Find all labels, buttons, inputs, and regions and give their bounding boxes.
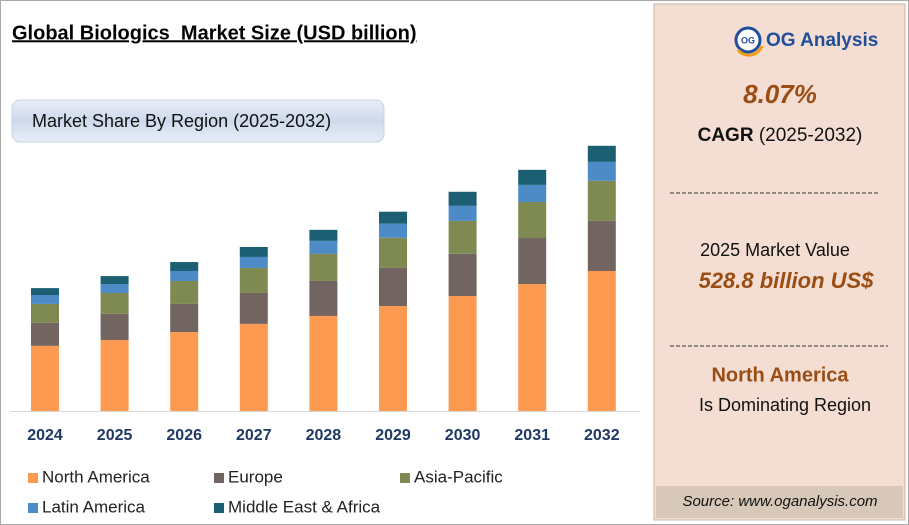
bar-segment [448,205,477,221]
bar-segment [309,315,338,411]
bar-segment [31,322,59,346]
bar-segment [379,211,407,224]
bar-segment [309,280,338,316]
bar-segment [239,256,268,268]
bar-segment [100,313,129,340]
bar-segment [518,284,547,411]
legend-label: Asia-Pacific [414,467,503,486]
bar-segment [100,339,129,411]
bar-segment [31,295,59,304]
bar-segment [379,305,407,411]
logo-circle [734,26,762,54]
bar-segment [100,292,129,314]
logo-text: OG Analysis [766,30,878,51]
legend-label: Europe [228,467,283,486]
bar-segment [448,191,477,206]
bar-segment [170,262,199,271]
x-tick-label: 2025 [97,427,133,444]
bar-segment [379,267,407,306]
x-tick-label: 2028 [306,427,342,444]
cagr-period: (2025-2032) [759,125,863,146]
bar-segment [448,253,477,297]
bar-segment [31,345,59,411]
x-tick-label: 2029 [375,427,411,444]
bar-segment [170,332,199,411]
bar-segment [239,267,268,293]
bar-segment [239,246,268,257]
x-tick-label: 2032 [584,427,620,444]
bar-segment [518,169,547,185]
bar-segment [518,202,547,239]
bar-segment [379,223,407,238]
dominating-label: Is Dominating Region [699,395,871,415]
legend-label: Middle East & Africa [228,497,381,516]
x-tick-label: 2030 [445,427,481,444]
bar-segment [170,303,199,333]
legend-label: North America [42,467,150,486]
bar-segment [309,229,338,241]
bar-segment [31,303,59,323]
bar-segment [587,161,616,181]
cagr-text: CAGR (2025-2032) [698,125,863,146]
x-tick-label: 2024 [27,427,63,444]
legend-swatch [28,473,38,483]
legend-swatch [28,503,38,513]
bar-segment [309,240,338,254]
x-tick-label: 2027 [236,427,272,444]
source-band [656,486,903,518]
market-value-label: 2025 Market Value [700,240,850,260]
bar-segment [587,180,616,221]
bar-segment [239,323,268,411]
source: Source: www.oganalysis.com [682,493,877,510]
legend-swatch [400,473,410,483]
bar-segment [239,292,268,324]
side-panel [653,3,906,521]
bar-segment [587,220,616,271]
x-tick-label: 2026 [166,427,202,444]
bar-segment [518,238,547,285]
bar-segment [170,280,199,304]
logo-arc [736,45,764,57]
bar-segment [379,237,407,268]
subtitle-box [11,99,385,143]
legend-swatch [214,473,224,483]
cagr-value: 8.07% [743,79,817,109]
bar-segment [31,288,59,296]
cagr-label: CAGR [698,125,754,146]
legend-swatch [214,503,224,513]
bar-segment [100,276,129,285]
bar-segment [587,145,616,162]
bar-segment [448,296,477,411]
bar-segment [309,253,338,281]
legend-label: Latin America [42,497,146,516]
x-tick-label: 2031 [514,427,550,444]
dominating-region: North America [711,364,849,386]
bar-segment [587,270,616,411]
market-value: 528.8 billion US$ [699,268,875,293]
bar-segment [100,284,129,293]
bar-segment [170,270,199,281]
bar-segment [448,220,477,254]
chart-title: Global Biologics Market Size (USD billio… [12,22,417,44]
bar-segment [518,184,547,203]
logo-mark: OG [741,35,755,45]
chart-subtitle: Market Share By Region (2025-2032) [32,111,331,131]
